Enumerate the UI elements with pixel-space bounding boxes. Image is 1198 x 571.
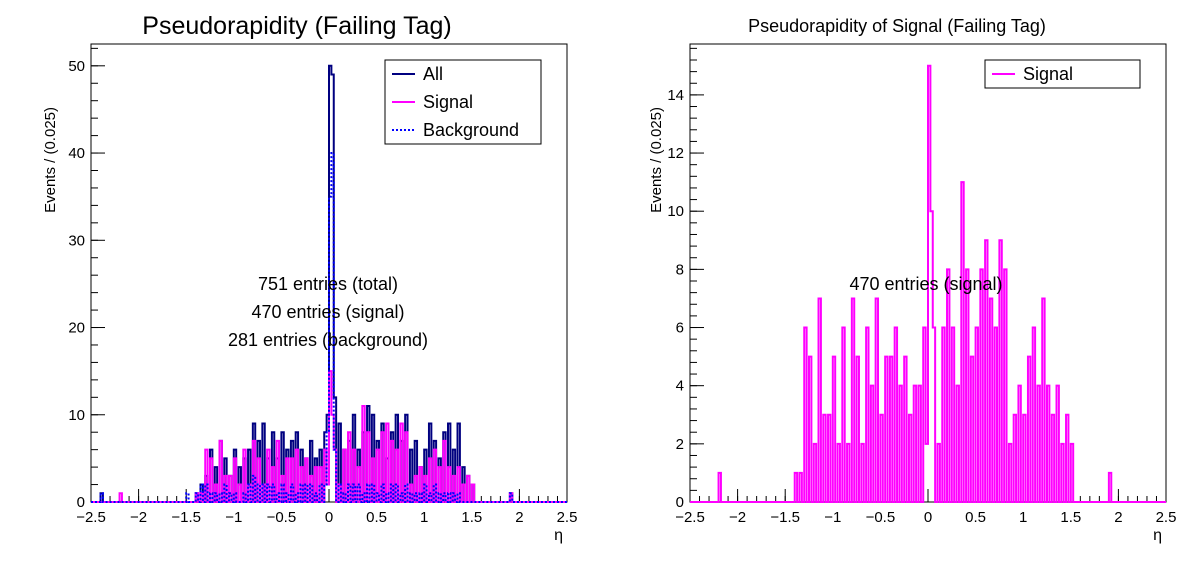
y-tick-label: 20 bbox=[68, 320, 85, 337]
x-tick-label: −2.5 bbox=[675, 509, 705, 526]
x-tick-label: −2.5 bbox=[76, 509, 106, 526]
x-tick-label: 1 bbox=[1019, 509, 1027, 526]
entries-annotation: 751 entries (total) bbox=[258, 274, 398, 294]
legend-label-all: All bbox=[423, 64, 443, 84]
legend-label-background: Background bbox=[423, 120, 519, 140]
y-axis-label: Events / (0.025) bbox=[42, 107, 59, 213]
x-tick-label: −1.5 bbox=[770, 509, 800, 526]
x-tick-label: 2 bbox=[515, 509, 523, 526]
legend: All Signal Background bbox=[384, 59, 542, 145]
x-tick-label: 1.5 bbox=[1060, 509, 1081, 526]
x-tick-label: 1 bbox=[420, 509, 428, 526]
chart-panel-2: Pseudorapidity of Signal (Failing Tag) −2… bbox=[648, 16, 1176, 544]
x-axis-label: η bbox=[1153, 527, 1162, 544]
y-tick-label: 6 bbox=[676, 320, 684, 337]
y-tick-label: 2 bbox=[676, 436, 684, 453]
y-tick-label: 30 bbox=[68, 232, 85, 249]
series-background-histogram bbox=[91, 152, 567, 503]
x-tick-label: −0.5 bbox=[866, 509, 896, 526]
x-tick-label: 0 bbox=[325, 509, 333, 526]
x-tick-label: 0 bbox=[924, 509, 932, 526]
entries-annotation: 281 entries (background) bbox=[228, 330, 428, 350]
x-tick-label: −0.5 bbox=[267, 509, 297, 526]
x-tick-label: 0.5 bbox=[366, 509, 387, 526]
series-signal-histogram bbox=[690, 64, 1166, 503]
x-tick-label: 2.5 bbox=[557, 509, 578, 526]
chart-title: Pseudorapidity (Failing Tag) bbox=[142, 12, 451, 40]
y-tick-label: 50 bbox=[68, 58, 85, 75]
x-tick-label: 2.5 bbox=[1156, 509, 1177, 526]
y-axis-label: Events / (0.025) bbox=[648, 107, 665, 213]
entries-annotation: 470 entries (signal) bbox=[251, 302, 404, 322]
chart-panel-1: Pseudorapidity (Failing Tag) −2.5 −2 −1.5 −1… bbox=[42, 12, 577, 544]
x-tick-label: −2 bbox=[130, 509, 147, 526]
legend-label-signal: Signal bbox=[423, 92, 473, 112]
x-tick-label: −1 bbox=[225, 509, 242, 526]
y-tick-label: 10 bbox=[68, 407, 85, 424]
x-tick-label: 0.5 bbox=[965, 509, 986, 526]
x-tick-label: −1.5 bbox=[171, 509, 201, 526]
entries-annotation: 470 entries (signal) bbox=[849, 274, 1002, 294]
y-tick-label: 40 bbox=[68, 145, 85, 162]
y-tick-label: 12 bbox=[667, 145, 684, 162]
chart-title: Pseudorapidity of Signal (Failing Tag) bbox=[748, 16, 1046, 36]
y-tick-label: 0 bbox=[77, 494, 85, 511]
y-tick-label: 8 bbox=[676, 261, 684, 278]
x-tick-label: 2 bbox=[1114, 509, 1122, 526]
x-tick-label: −2 bbox=[729, 509, 746, 526]
legend-label-signal: Signal bbox=[1023, 64, 1073, 84]
y-tick-label: 0 bbox=[676, 494, 684, 511]
x-tick-label: 1.5 bbox=[461, 509, 482, 526]
x-axis-label: η bbox=[554, 527, 563, 544]
legend: Signal bbox=[984, 59, 1141, 89]
x-tick-label: −1 bbox=[824, 509, 841, 526]
y-tick-label: 14 bbox=[667, 87, 684, 104]
y-tick-label: 4 bbox=[676, 378, 684, 395]
y-tick-label: 10 bbox=[667, 203, 684, 220]
